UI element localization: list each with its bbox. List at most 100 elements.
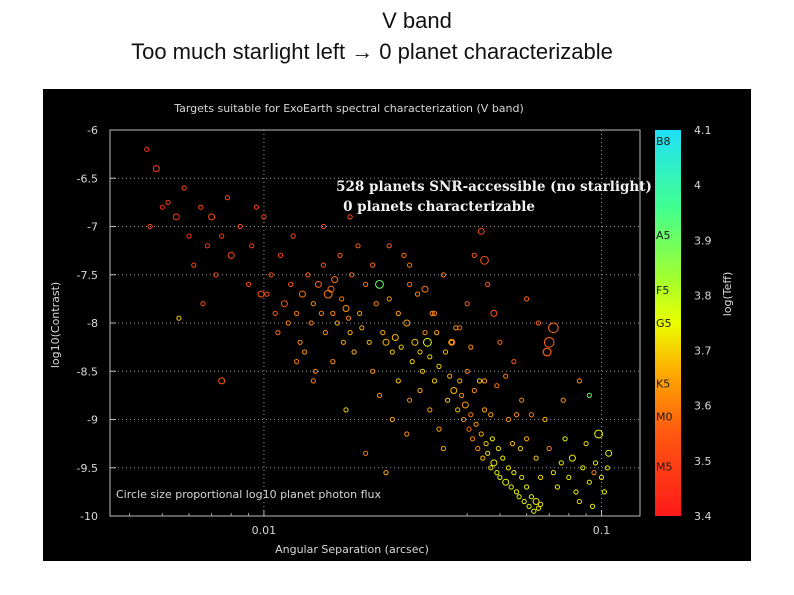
chart-svg: Targets suitable for ExoEarth spectral c…: [49, 102, 734, 556]
y-tick-label: -9: [87, 414, 98, 427]
planet-point: [573, 489, 579, 495]
planet-point: [249, 243, 255, 249]
planet-point: [464, 368, 470, 374]
planet-point: [531, 508, 537, 514]
planet-point: [471, 387, 477, 394]
planet-point: [245, 281, 252, 287]
planet-point: [342, 305, 350, 312]
planet-point: [562, 436, 568, 442]
planet-point: [580, 465, 586, 471]
planet-point: [351, 349, 357, 355]
planet-point: [503, 373, 509, 379]
planet-point: [442, 349, 449, 355]
planet-point: [320, 262, 326, 268]
planet-point: [213, 272, 219, 278]
planet-point: [407, 397, 413, 403]
planet-point: [312, 368, 318, 374]
planet-point: [427, 354, 433, 360]
planet-point: [528, 494, 534, 500]
planet-point: [159, 204, 165, 210]
planet-point: [391, 334, 399, 341]
planet-point: [409, 359, 415, 365]
planet-point: [554, 484, 561, 490]
planet-point: [224, 195, 231, 201]
planet-point: [261, 214, 267, 220]
x-axis-ticks: 0.01 0.1: [129, 510, 611, 537]
planet-point: [461, 401, 469, 409]
planet-point: [511, 359, 517, 365]
planet-point: [417, 387, 423, 394]
colorbar-tick-label: 4.1: [694, 124, 712, 137]
planet-point: [583, 441, 589, 447]
planet-point: [395, 310, 401, 316]
planet-point: [370, 262, 376, 268]
planet-point: [339, 296, 345, 302]
y-tick-label: -7: [87, 221, 98, 234]
planet-point: [586, 392, 592, 398]
planet-point: [576, 378, 583, 384]
planet-point: [280, 300, 288, 308]
y-tick-label: -9.5: [77, 462, 98, 475]
planet-point: [521, 498, 527, 505]
planet-point: [538, 501, 544, 507]
planet-point: [481, 407, 488, 413]
planet-point: [509, 441, 516, 447]
planet-point: [191, 262, 197, 268]
planet-point: [591, 470, 597, 476]
planet-point: [566, 474, 572, 480]
planet-point: [436, 426, 442, 432]
planet-point: [560, 397, 566, 403]
colorbar-tick-label: 3.4: [694, 510, 712, 523]
planet-point: [349, 272, 355, 278]
colorbar-tick-label: 3.6: [694, 400, 712, 413]
planet-point: [297, 339, 303, 345]
colorbar-tick-label: 3.8: [694, 289, 712, 302]
planet-point: [375, 280, 384, 289]
planet-point: [403, 319, 411, 327]
x-tick-label: 0.1: [593, 524, 611, 537]
planet-point: [165, 199, 171, 206]
planet-point: [401, 252, 407, 258]
planet-point: [407, 281, 413, 287]
planet-point: [152, 165, 160, 173]
planet-point: [490, 309, 498, 317]
planet-point: [431, 378, 438, 384]
y-axis-label: log10(Contrast): [49, 282, 62, 368]
planet-point: [237, 223, 243, 230]
planet-point: [450, 387, 458, 394]
planet-point: [347, 214, 353, 220]
planet-point: [500, 455, 506, 461]
planet-point: [208, 213, 216, 221]
planet-point: [526, 503, 532, 509]
annotation-characterizable: 0 planets characterizable: [343, 199, 535, 215]
planet-point: [290, 233, 296, 239]
planet-point: [517, 445, 523, 452]
planet-point: [366, 339, 372, 345]
scatter-points: [144, 146, 613, 514]
planet-point: [422, 330, 428, 336]
planet-point: [538, 474, 544, 480]
planet-point: [373, 301, 379, 307]
planet-point: [455, 407, 461, 413]
planet-point: [471, 252, 477, 258]
spectral-type-labels: B8 A5 F5 G5 K5 M0 M5: [656, 135, 673, 473]
planet-point: [431, 310, 438, 316]
y-tick-label: -7.5: [77, 269, 98, 282]
y-tick-label: -6.5: [77, 172, 98, 185]
planet-point: [257, 290, 265, 298]
planet-point: [414, 291, 421, 297]
planet-point: [505, 465, 511, 471]
planet-point: [535, 505, 541, 511]
planet-point: [219, 233, 225, 239]
planet-point: [355, 243, 361, 249]
planet-point: [318, 310, 324, 316]
planet-point: [268, 272, 274, 278]
chart-title: Targets suitable for ExoEarth spectral c…: [173, 102, 524, 115]
planet-point: [519, 474, 525, 480]
planet-point: [389, 416, 395, 423]
planet-point: [345, 315, 352, 321]
planet-point: [298, 290, 306, 298]
planet-point: [314, 280, 322, 288]
planet-point: [272, 310, 278, 316]
annotation-snr-accessible: 528 planets SNR-accessible (no starlight…: [336, 179, 652, 195]
